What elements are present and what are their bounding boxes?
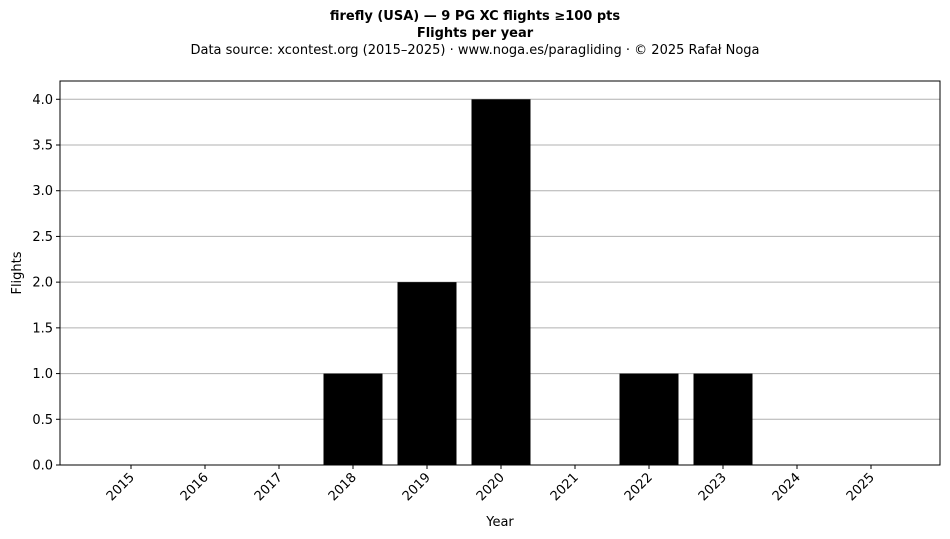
plot-frame bbox=[59, 80, 941, 466]
bar-2019 bbox=[397, 282, 457, 465]
chart-title: firefly (USA) — 9 PG XC flights ≥100 pts bbox=[329, 9, 621, 24]
x-tick-label: 2024 bbox=[770, 470, 804, 504]
y-tick-label: 3.5 bbox=[32, 139, 53, 154]
bar-2023 bbox=[693, 373, 753, 465]
x-tick-label: 2020 bbox=[474, 470, 508, 504]
x-tick-label: 2018 bbox=[326, 470, 360, 504]
x-ticks: 2015 2016 2017 2018 2019 2020 2021 2022 2023 2024… bbox=[104, 465, 878, 504]
y-tick-label: 2.5 bbox=[32, 230, 53, 245]
x-tick-label: 2019 bbox=[400, 470, 434, 504]
x-tick-label: 2015 bbox=[104, 470, 138, 504]
bar-2022 bbox=[619, 373, 679, 465]
y-tick-label: 3.0 bbox=[32, 184, 53, 199]
x-tick-label: 2021 bbox=[548, 470, 582, 504]
bar-2020 bbox=[471, 99, 531, 466]
y-tick-label: 0.0 bbox=[32, 459, 53, 474]
y-tick-label: 1.0 bbox=[32, 367, 53, 382]
y-axis-label: Flights bbox=[10, 251, 25, 294]
x-axis-label: Year bbox=[485, 515, 514, 530]
y-tick-label: 4.0 bbox=[32, 93, 53, 108]
chart-subtitle: Flights per year bbox=[416, 26, 534, 41]
x-tick-label: 2017 bbox=[252, 470, 286, 504]
y-tick-label: 0.5 bbox=[32, 413, 53, 428]
x-tick-label: 2022 bbox=[622, 470, 656, 504]
y-ticks: 0.0 0.5 1.0 1.5 2.0 2.5 3.0 3.5 4.0 bbox=[32, 93, 60, 474]
chart-title-block: firefly (USA) — 9 PG XC flights ≥100 pts… bbox=[0, 8, 950, 59]
x-tick-label: 2025 bbox=[844, 470, 878, 504]
y-tick-label: 2.0 bbox=[32, 276, 53, 291]
bar-2018 bbox=[323, 373, 383, 465]
y-tick-label: 1.5 bbox=[32, 321, 53, 336]
data-source-line: Data source: xcontest.org (2015–2025) · … bbox=[190, 43, 760, 58]
x-tick-label: 2023 bbox=[696, 470, 730, 504]
x-tick-label: 2016 bbox=[178, 470, 212, 504]
bars bbox=[323, 99, 753, 466]
